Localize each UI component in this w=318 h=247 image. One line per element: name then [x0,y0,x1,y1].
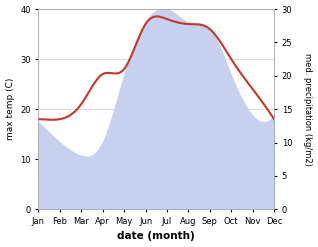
Y-axis label: max temp (C): max temp (C) [5,78,15,140]
Y-axis label: med. precipitation (kg/m2): med. precipitation (kg/m2) [303,53,313,165]
X-axis label: date (month): date (month) [117,231,195,242]
